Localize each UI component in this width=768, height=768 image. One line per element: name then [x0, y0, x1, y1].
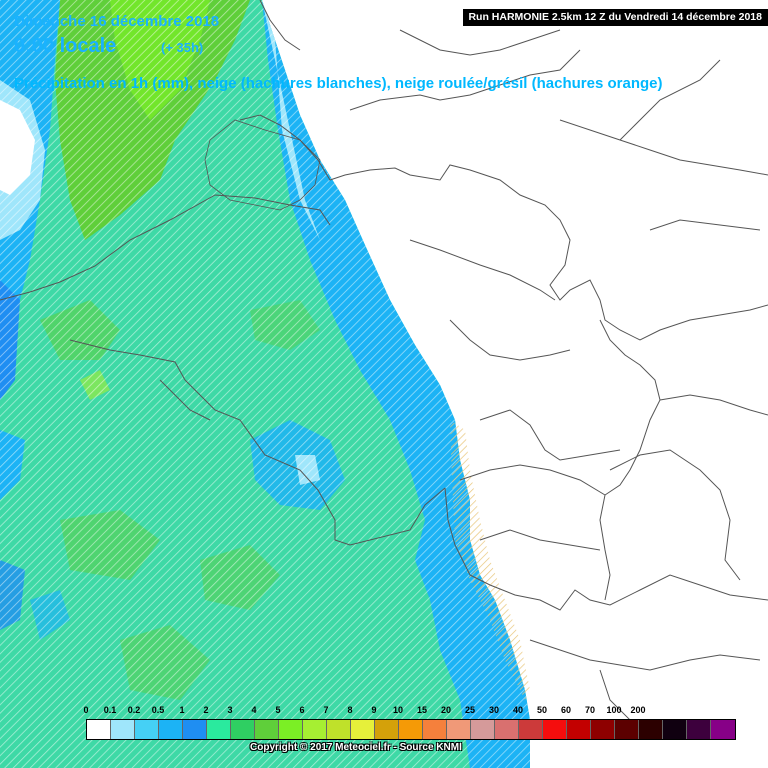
legend-label: 10	[392, 705, 403, 715]
legend-label: 20	[440, 705, 451, 715]
legend-color-bar	[86, 719, 736, 740]
legend-labels: 0 0.1 0.2 0.5 1 2 3 4 5 6 7 8 9 10 15 20 25 30 40 50 60 70 100…	[83, 705, 706, 719]
legend-swatch	[159, 720, 183, 739]
legend-label: 8	[347, 705, 353, 715]
legend-label: 9	[371, 705, 377, 715]
legend-swatch	[663, 720, 687, 739]
legend-swatch	[375, 720, 399, 739]
legend-label: 60	[560, 705, 571, 715]
forecast-date: Dimanche 16 décembre 2018	[14, 13, 220, 30]
legend-swatch	[639, 720, 663, 739]
legend-label: 5	[275, 705, 281, 715]
legend-label: 40	[512, 705, 523, 715]
legend-swatch	[567, 720, 591, 739]
legend-swatch	[183, 720, 207, 739]
legend-swatch	[327, 720, 351, 739]
forecast-offset: (+ 35h)	[161, 40, 204, 55]
legend-swatch	[711, 720, 735, 739]
copyright-notice: Copyright © 2017 Meteociel.fr - Source K…	[250, 742, 462, 753]
legend-swatch	[615, 720, 639, 739]
legend-label: 3	[227, 705, 233, 715]
legend-swatch	[495, 720, 519, 739]
legend-swatch	[543, 720, 567, 739]
legend-swatch	[87, 720, 111, 739]
legend-swatch	[447, 720, 471, 739]
legend-swatch	[423, 720, 447, 739]
legend-swatch	[351, 720, 375, 739]
legend-label: 6	[299, 705, 305, 715]
run-info-banner: Run HARMONIE 2.5km 12 Z du Vendredi 14 d…	[463, 9, 768, 26]
legend-label: 70	[584, 705, 595, 715]
island-outline	[204, 119, 321, 211]
legend-swatch	[207, 720, 231, 739]
borders	[0, 0, 768, 731]
legend-swatch	[111, 720, 135, 739]
sleet-hatch-area	[450, 420, 530, 700]
forecast-time: 0:00 locale	[14, 35, 117, 57]
legend-swatch	[687, 720, 711, 739]
precipitation-legend: 0 0.1 0.2 0.5 1 2 3 4 5 6 7 8 9 10 15 20 25 30 40 50 60 70 100…	[83, 705, 736, 740]
legend-label: 7	[323, 705, 329, 715]
legend-swatch	[519, 720, 543, 739]
legend-swatch	[591, 720, 615, 739]
legend-swatch	[135, 720, 159, 739]
legend-label: 15	[416, 705, 427, 715]
legend-swatch	[471, 720, 495, 739]
legend-label: 1	[179, 705, 185, 715]
legend-label: 50	[536, 705, 547, 715]
legend-label: 100	[606, 705, 622, 715]
legend-label: 25	[464, 705, 475, 715]
legend-label: 0.5	[151, 705, 165, 715]
legend-label: 0.2	[127, 705, 141, 715]
legend-label: 0.1	[103, 705, 117, 715]
legend-swatch	[399, 720, 423, 739]
legend-label: 200	[630, 705, 646, 715]
map-title: Précipitation en 1h (mm), neige (hachure…	[14, 75, 663, 92]
legend-swatch	[231, 720, 255, 739]
legend-swatch	[255, 720, 279, 739]
legend-label: 2	[203, 705, 209, 715]
legend-swatch	[303, 720, 327, 739]
legend-label: 4	[251, 705, 257, 715]
legend-label: 30	[488, 705, 499, 715]
legend-label: 0	[83, 705, 89, 715]
legend-swatch	[279, 720, 303, 739]
